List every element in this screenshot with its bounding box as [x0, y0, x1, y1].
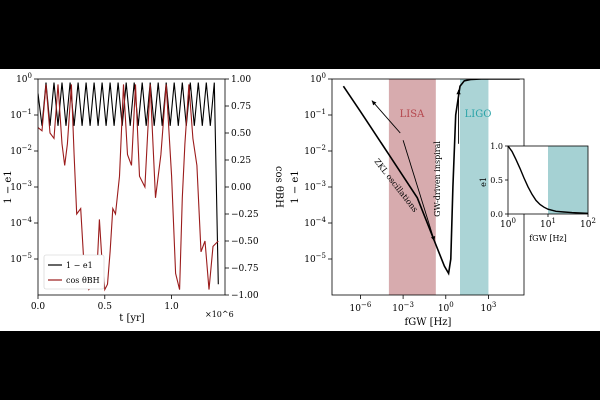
y2-tick-label: −1.00	[231, 291, 259, 301]
tick-label: 10−3	[392, 301, 414, 314]
gw-annotation: GW-driven inspiral	[433, 141, 442, 217]
tick-label: 10−6	[350, 301, 372, 314]
right-plot: 10−6 10−3 100 103 100 10−1 10−2 10−3 10−4 10−5 LI…	[290, 72, 525, 328]
tick-label: 100	[438, 301, 454, 314]
lisa-label: LISA	[400, 109, 425, 120]
tick-label: 10−5	[10, 252, 32, 265]
band-ligo	[460, 79, 489, 295]
tick-label: 10−5	[304, 252, 326, 265]
annotation-arrow-2	[402, 140, 435, 242]
tick-label: 102	[580, 217, 596, 230]
tick-label: 100	[16, 72, 32, 85]
inset-xlabel: fGW [Hz]	[529, 234, 567, 243]
inset-plot: 100 101 102 0.0 0.5 1.0 e1 fGW [Hz]	[479, 142, 596, 243]
inset-y-tick-label: 0.0	[490, 210, 503, 219]
left-ylabel: 1 − e1	[3, 170, 14, 203]
ligo-label: LIGO	[465, 109, 492, 120]
tick-label: 10−1	[10, 108, 32, 121]
right-ylabel: cos θBH	[273, 166, 284, 208]
y2-tick-label: −0.75	[231, 264, 259, 274]
x-tick-label: 0.5	[98, 302, 113, 312]
inset-ylabel: e1	[479, 177, 488, 187]
tick-label: 10−3	[10, 180, 32, 193]
tick-label: 10−2	[10, 144, 32, 157]
legend-label-2: cos θBH	[66, 276, 100, 285]
left-xlabel: t [yr]	[119, 313, 145, 324]
tick-label: 10−4	[304, 216, 326, 229]
y2-tick-label: −0.25	[231, 210, 259, 220]
figure-panel: 0.0 0.5 1.0 100 10−1 10−2 10−3 10−4 10−5 1.00 0.75…	[0, 69, 600, 331]
tick-label: 10−1	[304, 108, 326, 121]
tick-label: 10−4	[10, 216, 32, 229]
inset-line	[507, 145, 589, 214]
arrow-head	[371, 100, 377, 106]
y2-tick-label: −0.50	[231, 237, 259, 247]
tick-label: 100	[500, 217, 516, 230]
y2-tick-label: 0.75	[231, 102, 251, 112]
trajectory-line	[342, 79, 520, 276]
annotation-arrow-1	[371, 100, 401, 134]
arrow-head	[456, 89, 461, 95]
left-x-multiplier: ×10^6	[205, 310, 234, 319]
inset-y-tick-label: 1.0	[490, 142, 503, 151]
x-tick-label: 0.0	[31, 302, 46, 312]
series-line-2	[38, 84, 219, 292]
left-legend: 1 − e1 cos θBH	[43, 254, 105, 290]
tick-label: 101	[540, 217, 556, 230]
tick-label: 103	[480, 301, 496, 314]
inset-y-tick-label: 0.5	[490, 176, 503, 185]
y2-tick-label: 0.50	[231, 129, 251, 139]
right-plot-ylabel: 1 − e1	[290, 170, 301, 203]
tick-label: 100	[310, 72, 326, 85]
legend-label-1: 1 − e1	[66, 261, 93, 270]
tick-label: 10−3	[304, 180, 326, 193]
y2-tick-label: 1.00	[231, 75, 251, 85]
inset-band-ligo	[548, 146, 588, 214]
band-lisa	[388, 79, 436, 295]
tick-label: 10−2	[304, 144, 326, 157]
y2-tick-label: 0.00	[231, 183, 251, 193]
series-line-1	[38, 82, 219, 285]
left-plot: 0.0 0.5 1.0 100 10−1 10−2 10−3 10−4 10−5 1.00 0.75…	[3, 72, 284, 324]
y2-tick-label: 0.25	[231, 156, 251, 166]
figure-svg: 0.0 0.5 1.0 100 10−1 10−2 10−3 10−4 10−5 1.00 0.75…	[3, 72, 596, 328]
right-xlabel: fGW [Hz]	[405, 317, 452, 328]
x-tick-label: 1.0	[164, 302, 179, 312]
arrow-head	[430, 236, 436, 241]
